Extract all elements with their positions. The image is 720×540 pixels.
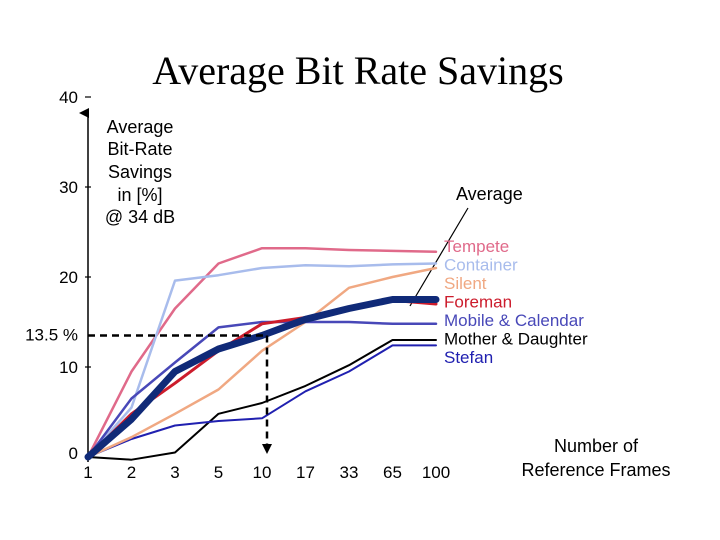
x-tick-label: 33 [340,463,359,482]
marker-label: 13.5 % [25,326,78,345]
legend-entry: Container [444,256,518,275]
x-axis-label-line: Reference Frames [521,460,670,480]
legend-entry: Foreman [444,293,512,312]
y-tick-label: 30 [59,178,78,197]
y-tick-label: 0 [69,444,78,463]
x-axis-label-line: Number of [554,436,639,456]
legend-entry: Tempete [444,237,509,256]
y-axis-label-line: Average [107,117,174,137]
y-axis-label-line: Savings [108,162,172,182]
x-tick-label: 10 [253,463,272,482]
series-group [84,246,440,461]
x-tick-label: 1 [83,463,92,482]
y-tick-label: 10 [59,358,78,377]
y-axis-label: Average Bit-Rate Savings in [%] @ 34 dB [105,117,175,227]
x-tick-label: 100 [422,463,450,482]
x-tick-label: 5 [214,463,223,482]
series-line-mobile-calendar [86,320,438,459]
average-annotation-arrow [409,207,469,307]
x-tick-label: 65 [383,463,402,482]
series-line-silent [86,266,438,459]
average-annotation: Average [456,184,523,204]
series-line-tempete [86,246,438,459]
y-axis-label-line: Bit-Rate [107,139,172,159]
chart-title: Average Bit Rate Savings [152,48,563,93]
x-tick-label: 3 [170,463,179,482]
series-line-stefan [87,344,437,458]
y-axis-label-line: in [%] [117,185,162,205]
x-tick-label: 2 [127,463,136,482]
y-axis-ticks: 0 10 20 30 40 [59,88,91,463]
y-axis-label-line: @ 34 dB [105,207,175,227]
legend-entry: Silent [444,274,487,293]
x-tick-label: 17 [296,463,315,482]
y-tick-label: 20 [59,268,78,287]
y-tick-label: 40 [59,88,78,107]
legend-entry: Mother & Daughter [444,330,588,349]
x-axis-label: Number of Reference Frames [521,436,670,480]
legend-entry: Mobile & Calendar [444,311,584,330]
series-line-container [86,262,438,459]
x-axis-ticks: 1 2 3 5 10 17 33 65 100 [83,463,450,482]
legend-entry: Stefan [444,348,493,367]
series-line-mother-daughter [87,339,437,461]
